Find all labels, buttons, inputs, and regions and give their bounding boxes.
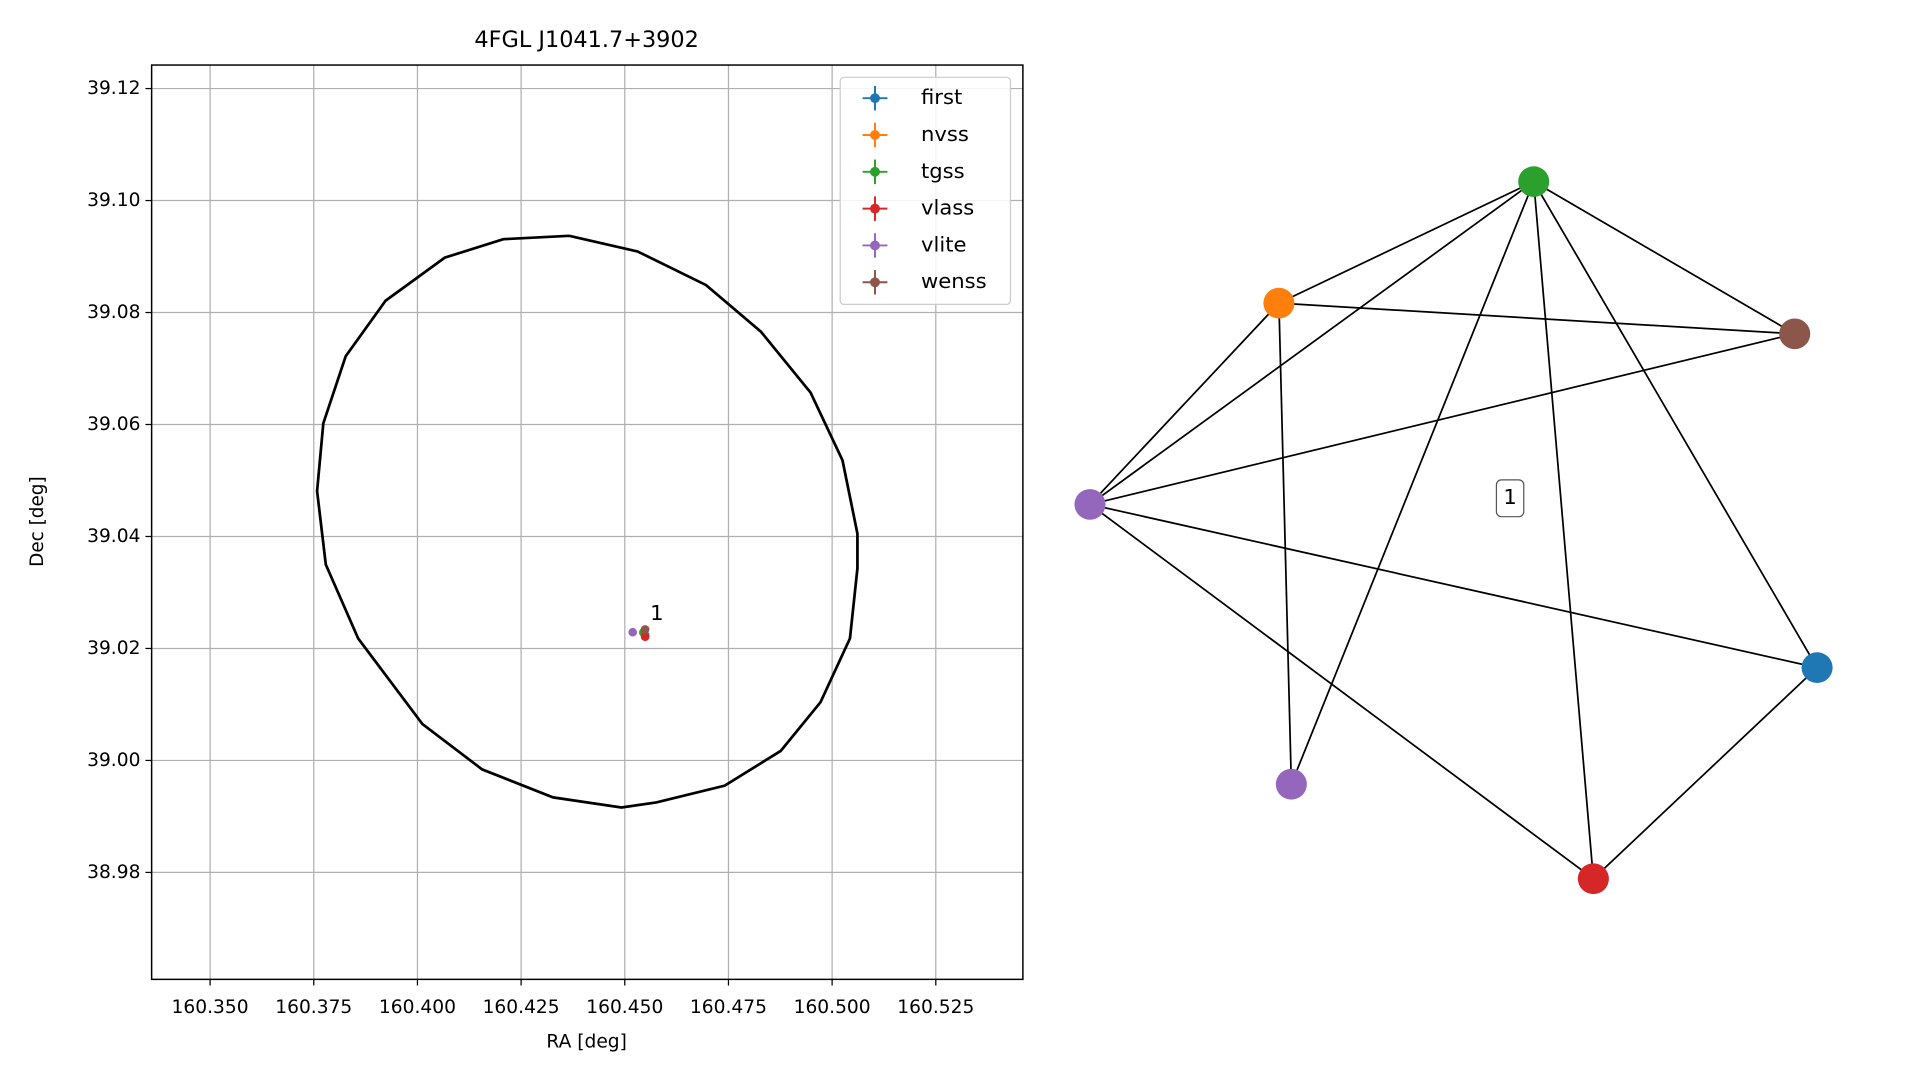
- y-tick-label: 39.04: [87, 526, 140, 547]
- graph-edge: [1532, 181, 1595, 879]
- legend-marker: [870, 130, 880, 140]
- legend-marker: [870, 203, 880, 214]
- graph-edge: [1290, 181, 1535, 785]
- graph-edge: [1089, 302, 1280, 505]
- legend-label: vlite: [921, 233, 967, 257]
- x-tick-label: 160.400: [379, 997, 456, 1018]
- x-tick-label: 160.450: [586, 997, 663, 1018]
- y-tick-label: 39.12: [87, 78, 140, 99]
- graph-node: [1275, 768, 1307, 800]
- legend-label: nvss: [921, 122, 969, 146]
- y-tick-label: 39.08: [87, 302, 140, 323]
- graph-edge: [1089, 180, 1535, 506]
- graph-node: [1577, 863, 1609, 895]
- legend-marker: [870, 93, 880, 104]
- graph-edge: [1533, 180, 1796, 335]
- y-tick-label: 39.10: [87, 190, 140, 211]
- graph-edge: [1532, 181, 1818, 669]
- data-point: [640, 632, 650, 641]
- graph-node: [1801, 652, 1833, 683]
- x-tick-label: 160.500: [794, 997, 871, 1018]
- graph-edge: [1278, 303, 1293, 785]
- x-tick-label: 160.425: [483, 997, 560, 1018]
- legend-label: wenss: [921, 269, 987, 293]
- graph-node: [1074, 489, 1106, 520]
- x-tick-label: 160.475: [690, 997, 767, 1018]
- graph-edge: [1089, 503, 1818, 669]
- graph-node: [1779, 318, 1811, 350]
- data-point: [628, 627, 638, 637]
- graph-edge: [1592, 667, 1818, 880]
- annotation: 1: [650, 601, 663, 625]
- y-tick-label: 39.06: [87, 414, 140, 435]
- x-tick-label: 160.350: [172, 997, 249, 1018]
- error-ellipse: [315, 234, 859, 809]
- graph-node: [1263, 287, 1295, 319]
- y-tick-label: 39.02: [87, 638, 140, 659]
- x-axis-label: RA [deg]: [546, 1032, 627, 1053]
- graph-edge: [1278, 180, 1535, 304]
- plot-frame: [150, 64, 1024, 981]
- legend-marker: [870, 277, 880, 288]
- label-box: [1495, 479, 1525, 518]
- graph-node: [1518, 166, 1550, 197]
- y-axis-label: Dec [deg]: [27, 476, 48, 566]
- chart-title: 4FGL J1041.7+3902: [474, 27, 698, 53]
- legend-marker: [870, 166, 880, 177]
- y-tick-label: 38.98: [87, 862, 140, 883]
- data-point: [640, 625, 650, 634]
- legend-label: tgss: [921, 159, 965, 183]
- graph-edge: [1089, 503, 1594, 880]
- graph-edge: [1278, 302, 1795, 335]
- graph-edge: [1089, 332, 1795, 506]
- legend-label: first: [921, 85, 962, 109]
- legend-marker: [870, 240, 880, 251]
- y-tick-label: 39.00: [87, 750, 140, 771]
- legend-label: vlass: [921, 196, 974, 220]
- x-tick-label: 160.525: [897, 997, 974, 1018]
- x-tick-label: 160.375: [275, 997, 352, 1018]
- graph-label: 1: [1503, 485, 1516, 509]
